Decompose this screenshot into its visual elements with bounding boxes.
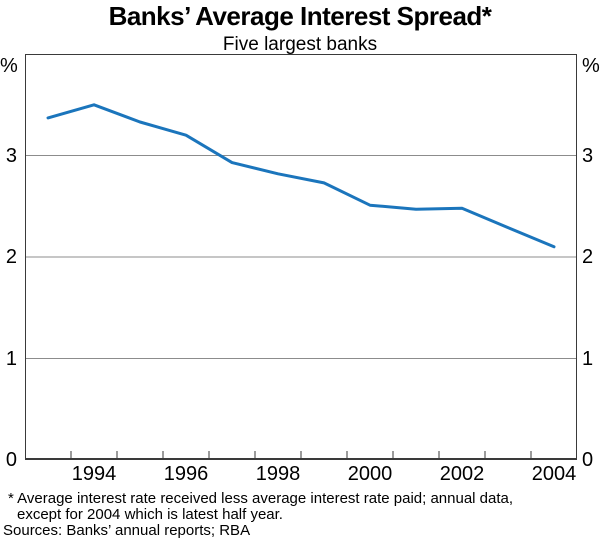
chart-title: Banks’ Average Interest Spread*: [108, 1, 492, 31]
y-tick-label-right-0: 0: [582, 449, 594, 471]
x-tick-label-1994: 1994: [71, 463, 117, 485]
y-axis-unit-left: %: [0, 55, 18, 77]
y-tick-label-left-1: 1: [5, 347, 17, 370]
y-tick-label-right-3: 3: [582, 144, 594, 167]
x-tick-label-2000: 2000: [347, 463, 393, 485]
y-tick-label-right-2: 2: [582, 246, 594, 268]
x-tick-label-2004: 2004: [531, 463, 577, 485]
y-tick-label-left-3: 3: [5, 144, 17, 167]
x-tick-label-2002: 2002: [439, 463, 485, 485]
x-tick-label-1998: 1998: [255, 463, 301, 485]
spread-line: [46, 103, 556, 249]
y-tick-label-left-0: 0: [5, 449, 17, 471]
chart-subtitle: Five largest banks: [222, 34, 378, 55]
x-tick-label-1996: 1996: [163, 463, 209, 485]
y-tick-label-right-1: 1: [582, 347, 594, 370]
footnote-line-2: except for 2004 which is latest half yea…: [17, 506, 283, 523]
plot-area: [25, 54, 577, 460]
y-axis-unit-right: %: [582, 55, 600, 77]
y-tick-label-left-2: 2: [5, 246, 17, 268]
footnote-line-1: * Average interest rate received less av…: [8, 490, 514, 507]
sources-line: Sources: Banks’ annual reports; RBA: [3, 522, 251, 539]
